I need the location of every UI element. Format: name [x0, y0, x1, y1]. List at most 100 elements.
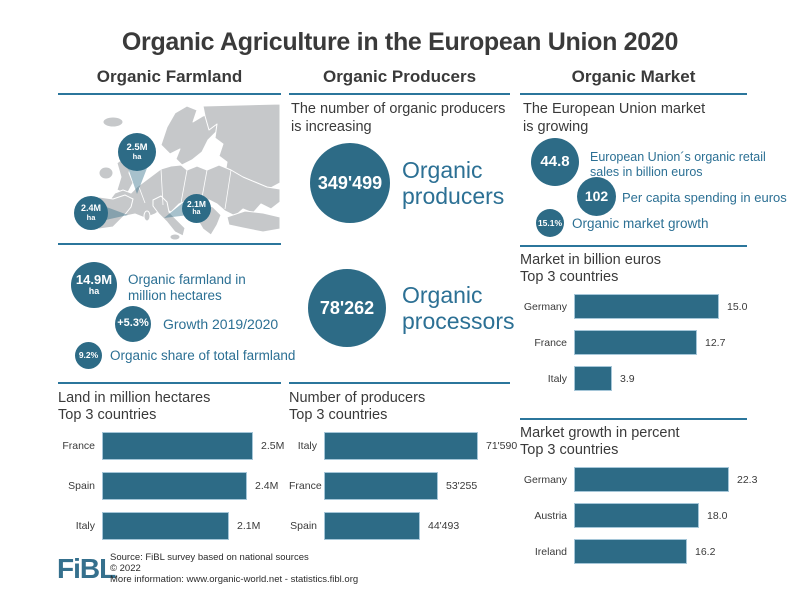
bar-value-label: 12.7	[705, 336, 726, 349]
europe-map: 2.5M ha 2.4M ha 2.1M ha	[74, 103, 285, 243]
bar-category-label: Italy	[547, 372, 567, 385]
header-underline-farmland	[58, 93, 281, 95]
bar-chart-market-size: Market in billion euros Top 3 countries …	[520, 252, 747, 392]
bar-row: Ireland 16.2	[520, 539, 757, 565]
stat-value: 349'499	[317, 172, 383, 193]
bubble-unit: ha	[192, 209, 201, 217]
bar-category-label: Germany	[523, 473, 567, 486]
bar-value-label: 2.4M	[255, 480, 279, 493]
fact-circle-per-capita: 102	[577, 177, 616, 216]
producers-intro-line2: is increasing	[291, 119, 372, 136]
bar-value-label: 16.2	[695, 545, 716, 558]
fact-circle-farmland-growth: +5.3%	[115, 306, 151, 342]
chart-title: Market growth in percent Top 3 countries	[520, 425, 757, 458]
fact-label-farmland-total: Organic farmland in million hectares	[128, 272, 246, 304]
bar-category-label: France	[289, 480, 322, 493]
page-title: Organic Agriculture in the European Unio…	[121, 28, 679, 56]
bubble-value: 2.4M	[80, 203, 101, 214]
bar-category-label: Italy	[75, 520, 95, 533]
bar-row: Germany 22.3	[520, 467, 757, 493]
bar	[574, 294, 719, 320]
bar-row: Italy 2.1M	[58, 512, 284, 541]
bar-row: France 53'255	[289, 472, 517, 501]
divider-market-facts	[520, 245, 747, 247]
divider-farmland-facts	[58, 382, 281, 384]
bubble-unit: ha	[86, 212, 96, 222]
chart-title-line1: Number of producers	[289, 390, 426, 406]
chart-title: Land in million hectares Top 3 countries	[58, 390, 284, 423]
bar-row: Germany 15.0	[520, 294, 747, 320]
bubble-unit: ha	[132, 152, 142, 162]
fact-circle-farmland-total: 14.9M ha	[71, 262, 117, 308]
bar-value-label: 3.9	[620, 372, 635, 385]
bar-value-label: 2.1M	[237, 520, 261, 533]
bar-value-label: 2.5M	[261, 440, 285, 453]
stat-label-processors: Organic processors	[402, 282, 515, 334]
fact-circle-farmland-share: 9.2%	[75, 342, 102, 369]
chart-title: Market in billion euros Top 3 countries	[520, 252, 747, 285]
bar-category-label: Italy	[297, 440, 317, 453]
bar	[102, 432, 253, 461]
market-intro: The European Union market is growing	[523, 100, 743, 136]
pointer-france	[127, 163, 149, 194]
bar	[102, 472, 247, 501]
bar-value-label: 44'493	[428, 520, 460, 533]
fact-value: 14.9M	[75, 272, 113, 288]
header-underline-market	[520, 93, 747, 95]
fact-value: 15.1%	[537, 217, 563, 228]
bar-row: Spain 44'493	[289, 512, 517, 541]
bar-category-label: Spain	[68, 480, 95, 493]
market-intro-line1: The European Union market	[523, 101, 706, 117]
bubble-value: 2.5M	[126, 142, 148, 154]
bar-category-label: Germany	[523, 300, 567, 313]
fact-circle-market-growth: 15.1%	[536, 209, 564, 237]
column-header-producers: Organic Producers	[322, 67, 477, 86]
bar-chart-producers: Number of producers Top 3 countries Ital…	[289, 390, 517, 541]
fact-unit: ha	[88, 286, 100, 297]
bar-category-label: France	[62, 440, 95, 453]
fact-value: 102	[584, 188, 609, 205]
fact-value: +5.3%	[117, 317, 149, 330]
bar	[574, 467, 729, 493]
bar-category-label: Spain	[290, 520, 317, 533]
chart-title-line1: Market in billion euros	[520, 252, 662, 268]
map-bubble-france: 2.5M ha	[118, 133, 156, 171]
chart-title-line2: Top 3 countries	[520, 441, 619, 458]
europe-map-graphic	[82, 103, 281, 241]
bar-chart-market-growth: Market growth in percent Top 3 countries…	[520, 425, 757, 565]
bar	[324, 432, 478, 461]
bar	[324, 512, 420, 541]
bar	[574, 503, 699, 529]
divider-farmland-map	[58, 243, 281, 245]
chart-rows: Germany 15.0 France 12.7 Italy 3.9	[520, 294, 747, 392]
bar-category-label: Ireland	[534, 545, 567, 558]
chart-rows: France 2.5M Spain 2.4M Italy 2.1M	[58, 432, 285, 541]
source-text: Source: FiBL survey based on national so…	[110, 552, 358, 586]
bar-value-label: 18.0	[707, 509, 728, 522]
bar	[574, 366, 612, 392]
fact-label-farmland-growth: Growth 2019/2020	[163, 316, 279, 332]
bar-row: Italy 71'590	[289, 432, 517, 461]
source-line1: Source: FiBL survey based on national so…	[110, 552, 309, 563]
bar-row: Spain 2.4M	[58, 472, 284, 501]
bar-row: France 12.7	[520, 330, 747, 356]
chart-title-line2: Top 3 countries	[289, 406, 388, 423]
column-header-market: Organic Market	[571, 67, 696, 86]
fact-label-retail-sales: European Union´s organic retail sales in…	[590, 150, 766, 180]
fact-value: 9.2%	[78, 350, 99, 361]
chart-rows: Germany 22.3 Austria 18.0 Ireland 16.2	[520, 467, 757, 565]
bar-row: France 2.5M	[58, 432, 285, 461]
chart-title: Number of producers Top 3 countries	[289, 390, 517, 423]
source-line2: © 2022	[110, 563, 141, 575]
header-underline-producers	[289, 93, 510, 95]
source-line3: More information: www.organic-world.net …	[110, 574, 359, 586]
fact-label-market-growth: Organic market growth	[572, 216, 709, 231]
bar	[574, 539, 687, 565]
stat-circle-producers: 349'499	[310, 143, 390, 223]
bar-row: Austria 18.0	[520, 503, 757, 529]
chart-title-line2: Top 3 countries	[58, 406, 157, 423]
column-header-farmland: Organic Farmland	[96, 67, 243, 86]
producers-intro-line1: The number of organic producers	[291, 101, 506, 117]
bar-category-label: France	[534, 336, 567, 349]
